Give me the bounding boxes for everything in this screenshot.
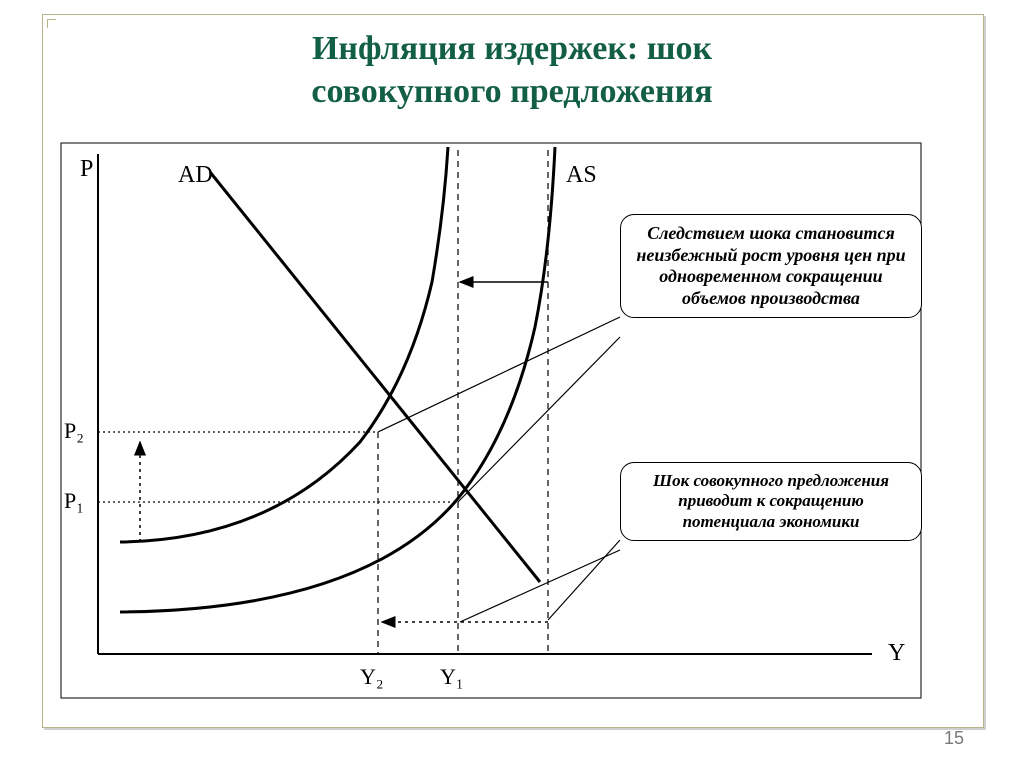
curve-label-ad: AD xyxy=(178,162,213,189)
curve-label-as: AS xyxy=(566,162,597,189)
tick-label-p1: P₁ xyxy=(64,488,84,514)
axis-label-p: P xyxy=(80,156,93,183)
callout-leader-1 xyxy=(458,337,620,502)
callout-leader-2 xyxy=(548,540,620,620)
tick-label-y1: Y₁ xyxy=(440,664,464,690)
slide-title: Инфляция издержек: шок совокупного предл… xyxy=(42,28,982,113)
callout-shock: Шок совокупного предложения приводит к с… xyxy=(620,462,922,541)
tick-label-p2: P₂ xyxy=(64,418,84,444)
axis-label-y: Y xyxy=(888,640,905,667)
page-number: 15 xyxy=(944,728,964,749)
callout-leader-3 xyxy=(460,550,620,622)
ad-as-chart: P Y AD AS P₁ P₂ Y₁ Y₂ Следствием шока ст… xyxy=(60,142,965,702)
callout-consequence: Следствием шока становится неизбежный ро… xyxy=(620,214,922,318)
title-line-1: Инфляция издержек: шок xyxy=(312,30,712,67)
ad-curve xyxy=(210,172,540,582)
frame-corner-decor xyxy=(47,19,56,28)
as-curve-shifted xyxy=(120,147,448,542)
tick-label-y2: Y₂ xyxy=(360,664,384,690)
title-line-2: совокупного предложения xyxy=(311,73,712,110)
